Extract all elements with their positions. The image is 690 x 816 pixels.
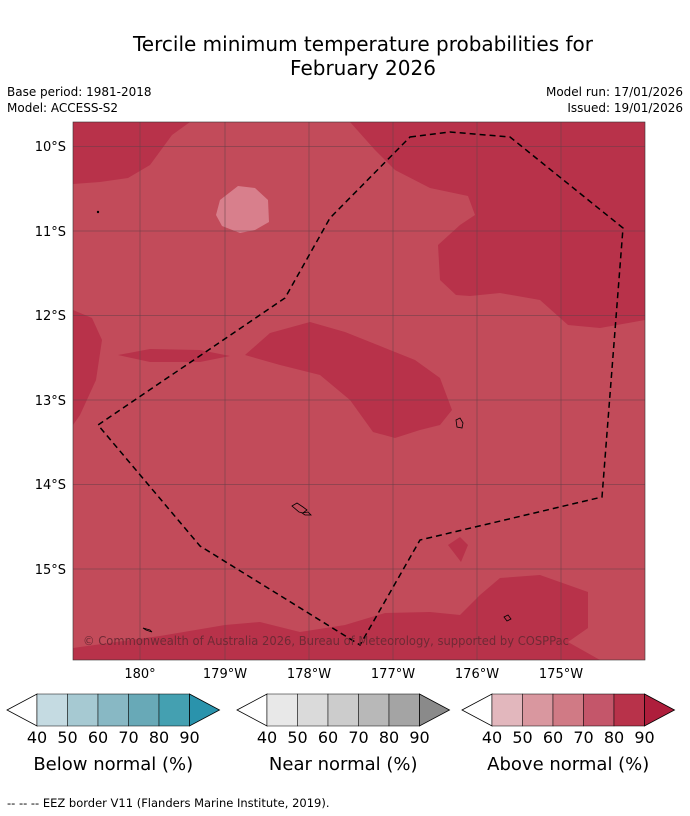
lon-label-175w: 175°W	[539, 667, 583, 682]
colorbars: 40 50 60 70 80 90 Below normal (%) 40 50 60 70 80 90…	[6, 693, 676, 775]
colorbar-above-high-arrow	[644, 693, 676, 727]
colorbar-above-tick-40: 40	[482, 728, 502, 747]
probability-zone-80-90-south	[73, 575, 600, 660]
colorbar-below-segment-4	[128, 693, 160, 727]
islands	[96, 210, 512, 633]
map-area	[73, 122, 645, 660]
colorbar-above-segment-5	[613, 693, 645, 727]
probability-zone-80-90-central	[245, 322, 452, 438]
map-frame	[72, 121, 646, 661]
base-period: Base period: 1981-2018	[7, 85, 152, 99]
probability-zone-80-90-small	[448, 537, 468, 562]
colorbar-below-tick-80: 80	[149, 728, 169, 747]
colorbar-above-tick-50: 50	[512, 728, 532, 747]
colorbar-near-tick-50: 50	[287, 728, 307, 747]
grid-lines	[73, 122, 645, 660]
colorbar-near-segment-2	[297, 693, 329, 727]
issued-date: Issued: 19/01/2026	[567, 101, 683, 115]
lat-label-12s: 12°S	[35, 309, 66, 324]
lat-label-10s: 10°S	[35, 140, 66, 155]
colorbar-below-tick-60: 60	[88, 728, 108, 747]
colorbar-near-tick-90: 90	[409, 728, 429, 747]
colorbar-above-segment-2	[522, 693, 554, 727]
colorbar-below-segment-5	[158, 693, 190, 727]
lon-label-178w: 178°W	[287, 667, 331, 682]
lon-label-179w: 179°W	[203, 667, 247, 682]
colorbar-near-title: Near normal (%)	[269, 754, 418, 775]
lat-label-15s: 15°S	[35, 563, 66, 578]
longitude-labels: 180° 179°W 178°W 177°W 176°W 175°W	[124, 667, 583, 682]
colorbar-below-low-arrow	[6, 693, 38, 727]
lon-label-180: 180°	[124, 667, 155, 682]
model-name: Model: ACCESS-S2	[7, 101, 119, 115]
page-title: Tercile minimum temperature probabilitie…	[0, 32, 690, 80]
lon-label-176w: 176°W	[455, 667, 499, 682]
colorbar-above-low-arrow	[461, 693, 493, 727]
title-line-1: Tercile minimum temperature probabilitie…	[132, 32, 594, 56]
colorbar-below-tick-70: 70	[118, 728, 138, 747]
colorbar-near-segment-3	[327, 693, 359, 727]
latitude-labels: 10°S 11°S 12°S 13°S 14°S 15°S	[35, 140, 66, 578]
title-line-2: February 2026	[290, 56, 436, 80]
colorbar-above-tick-60: 60	[543, 728, 563, 747]
colorbar-below-high-arrow	[189, 693, 221, 727]
colorbar-above-tick-90: 90	[634, 728, 654, 747]
colorbar-above-title: Above normal (%)	[487, 754, 649, 775]
colorbar-above-tick-70: 70	[573, 728, 593, 747]
probability-zone-60-70	[216, 186, 269, 233]
copyright-text: © Commonwealth of Australia 2026, Bureau…	[83, 634, 569, 648]
colorbar-above-segment-1	[491, 693, 523, 727]
eez-border	[96, 131, 624, 647]
probability-zone-80-90-northeast	[350, 122, 645, 328]
colorbar-above: 40 50 60 70 80 90 Above normal (%)	[461, 693, 676, 775]
colorbar-near-low-arrow	[236, 693, 268, 727]
lat-label-14s: 14°S	[35, 478, 66, 493]
colorbar-below-tick-40: 40	[27, 728, 47, 747]
colorbar-below-segment-2	[67, 693, 99, 727]
colorbar-below-segment-3	[97, 693, 129, 727]
colorbar-below: 40 50 60 70 80 90 Below normal (%)	[6, 693, 221, 775]
colorbar-below-tick-90: 90	[179, 728, 199, 747]
colorbar-near-tick-40: 40	[257, 728, 277, 747]
colorbar-near-segment-4	[358, 693, 390, 727]
colorbar-near-segment-1	[266, 693, 298, 727]
colorbar-near-high-arrow	[419, 693, 451, 727]
model-run: Model run: 17/01/2026	[545, 85, 683, 99]
lon-label-177w: 177°W	[371, 667, 415, 682]
colorbar-below-segment-1	[36, 693, 68, 727]
colorbar-below-title: Below normal (%)	[33, 754, 193, 775]
probability-zone-80-90-northwest	[73, 122, 190, 184]
meta-right: Model run: 17/01/2026 Issued: 19/01/2026	[546, 84, 683, 116]
colorbar-near: 40 50 60 70 80 90 Near normal (%)	[236, 693, 451, 775]
colorbar-below-tick-50: 50	[57, 728, 77, 747]
eez-footnote: -- -- -- EEZ border V11 (Flanders Marine…	[7, 796, 330, 810]
probability-zone-80-90-west	[73, 310, 102, 425]
lat-label-11s: 11°S	[35, 225, 66, 240]
meta-left: Base period: 1981-2018 Model: ACCESS-S2	[7, 84, 152, 116]
colorbar-near-tick-80: 80	[379, 728, 399, 747]
probability-zone-80-90-band	[118, 349, 230, 362]
colorbar-above-tick-80: 80	[604, 728, 624, 747]
colorbar-near-segment-5	[388, 693, 420, 727]
colorbar-near-tick-70: 70	[348, 728, 368, 747]
lat-label-13s: 13°S	[35, 394, 66, 409]
colorbar-near-tick-60: 60	[318, 728, 338, 747]
colorbar-above-segment-4	[583, 693, 615, 727]
colorbar-above-segment-3	[552, 693, 584, 727]
